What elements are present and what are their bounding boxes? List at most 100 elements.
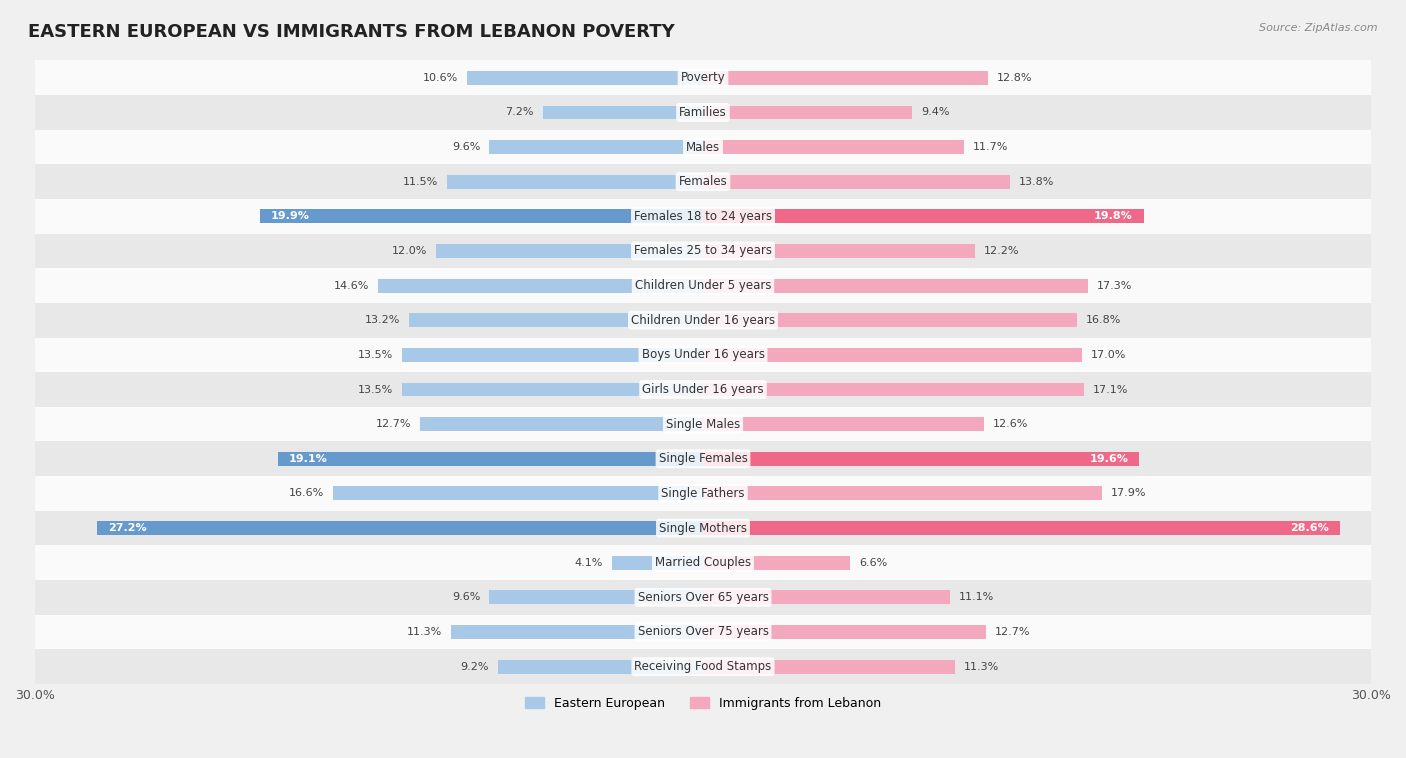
Text: 12.7%: 12.7% xyxy=(375,419,412,429)
Bar xyxy=(703,105,912,119)
Text: Single Fathers: Single Fathers xyxy=(661,487,745,500)
Bar xyxy=(260,209,703,224)
Text: 16.6%: 16.6% xyxy=(290,488,325,499)
Text: 17.3%: 17.3% xyxy=(1097,280,1132,290)
Text: 9.6%: 9.6% xyxy=(451,142,481,152)
Bar xyxy=(703,625,986,639)
Text: 12.2%: 12.2% xyxy=(984,246,1019,256)
Text: Children Under 5 years: Children Under 5 years xyxy=(634,279,772,292)
Text: 13.5%: 13.5% xyxy=(359,384,394,394)
Text: Males: Males xyxy=(686,140,720,154)
Text: 12.7%: 12.7% xyxy=(994,627,1031,637)
Bar xyxy=(35,511,1371,545)
Bar xyxy=(35,441,1371,476)
Bar xyxy=(703,590,950,604)
Bar xyxy=(703,140,963,154)
Bar xyxy=(35,407,1371,441)
Text: Females: Females xyxy=(679,175,727,188)
Bar xyxy=(703,348,1081,362)
Bar xyxy=(97,522,703,535)
Legend: Eastern European, Immigrants from Lebanon: Eastern European, Immigrants from Lebano… xyxy=(520,692,886,715)
Bar xyxy=(35,95,1371,130)
Bar xyxy=(451,625,703,639)
Bar xyxy=(402,348,703,362)
Bar xyxy=(489,590,703,604)
Bar xyxy=(378,279,703,293)
Text: Children Under 16 years: Children Under 16 years xyxy=(631,314,775,327)
Text: Married Couples: Married Couples xyxy=(655,556,751,569)
Text: 9.6%: 9.6% xyxy=(451,592,481,603)
Text: Seniors Over 75 years: Seniors Over 75 years xyxy=(637,625,769,638)
Text: Females 25 to 34 years: Females 25 to 34 years xyxy=(634,245,772,258)
Bar xyxy=(703,556,851,569)
Bar xyxy=(35,372,1371,407)
Bar xyxy=(35,545,1371,580)
Text: 11.1%: 11.1% xyxy=(959,592,994,603)
Bar xyxy=(703,279,1088,293)
Bar xyxy=(402,383,703,396)
Bar xyxy=(498,659,703,674)
Text: 28.6%: 28.6% xyxy=(1289,523,1329,533)
Bar xyxy=(409,313,703,327)
Text: 17.1%: 17.1% xyxy=(1092,384,1128,394)
Text: 12.0%: 12.0% xyxy=(391,246,427,256)
Bar xyxy=(703,659,955,674)
Bar xyxy=(35,199,1371,233)
Text: 14.6%: 14.6% xyxy=(333,280,368,290)
Text: EASTERN EUROPEAN VS IMMIGRANTS FROM LEBANON POVERTY: EASTERN EUROPEAN VS IMMIGRANTS FROM LEBA… xyxy=(28,23,675,41)
Text: Receiving Food Stamps: Receiving Food Stamps xyxy=(634,660,772,673)
Text: 19.8%: 19.8% xyxy=(1094,211,1133,221)
Text: 17.9%: 17.9% xyxy=(1111,488,1146,499)
Text: 13.5%: 13.5% xyxy=(359,350,394,360)
Bar xyxy=(35,476,1371,511)
Bar xyxy=(35,164,1371,199)
Bar xyxy=(703,383,1084,396)
Text: 10.6%: 10.6% xyxy=(423,73,458,83)
Text: 13.8%: 13.8% xyxy=(1019,177,1054,186)
Text: 9.4%: 9.4% xyxy=(921,108,949,117)
Bar xyxy=(333,487,703,500)
Text: 13.2%: 13.2% xyxy=(364,315,401,325)
Bar xyxy=(420,417,703,431)
Bar xyxy=(703,522,1340,535)
Text: Seniors Over 65 years: Seniors Over 65 years xyxy=(637,590,769,604)
Text: 9.2%: 9.2% xyxy=(461,662,489,672)
Text: 4.1%: 4.1% xyxy=(575,558,603,568)
Bar xyxy=(467,70,703,85)
Text: 27.2%: 27.2% xyxy=(108,523,148,533)
Bar xyxy=(703,313,1077,327)
Text: 7.2%: 7.2% xyxy=(505,108,534,117)
Text: Boys Under 16 years: Boys Under 16 years xyxy=(641,349,765,362)
Bar xyxy=(35,130,1371,164)
Text: 19.6%: 19.6% xyxy=(1090,454,1129,464)
Text: Single Males: Single Males xyxy=(666,418,740,431)
Text: 19.9%: 19.9% xyxy=(271,211,309,221)
Text: 17.0%: 17.0% xyxy=(1091,350,1126,360)
Bar xyxy=(489,140,703,154)
Bar xyxy=(35,303,1371,337)
Text: 11.3%: 11.3% xyxy=(408,627,443,637)
Bar xyxy=(447,175,703,189)
Text: 6.6%: 6.6% xyxy=(859,558,887,568)
Bar xyxy=(703,70,988,85)
Text: 11.3%: 11.3% xyxy=(963,662,998,672)
Bar xyxy=(612,556,703,569)
Text: 11.7%: 11.7% xyxy=(973,142,1008,152)
Bar xyxy=(35,337,1371,372)
Bar xyxy=(703,209,1144,224)
Bar xyxy=(35,268,1371,303)
Bar xyxy=(703,417,984,431)
Text: 11.5%: 11.5% xyxy=(402,177,439,186)
Bar xyxy=(35,580,1371,615)
Bar xyxy=(35,61,1371,95)
Text: 19.1%: 19.1% xyxy=(288,454,328,464)
Text: 12.6%: 12.6% xyxy=(993,419,1028,429)
Text: Single Females: Single Females xyxy=(658,453,748,465)
Bar xyxy=(703,487,1102,500)
Bar xyxy=(543,105,703,119)
Bar xyxy=(35,233,1371,268)
Bar xyxy=(436,244,703,258)
Bar xyxy=(703,175,1011,189)
Text: Single Mothers: Single Mothers xyxy=(659,522,747,534)
Text: Girls Under 16 years: Girls Under 16 years xyxy=(643,383,763,396)
